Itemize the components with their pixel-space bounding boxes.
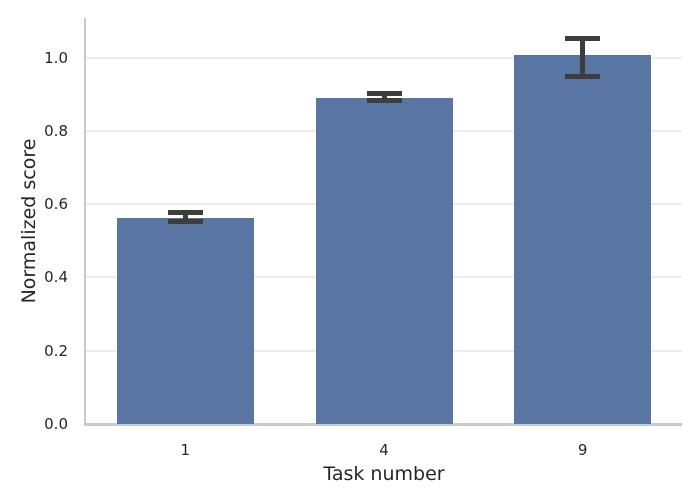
x-tick-label: 1 [180,441,191,459]
gridline [86,56,682,59]
y-tick-label: 0.4 [44,268,68,287]
error-bar-cap-bottom [167,218,203,224]
x-axis-label: Task number [323,463,445,485]
bar [514,55,652,424]
x-tick-label: 4 [379,441,389,459]
y-tick-label: 0.8 [44,121,68,140]
x-axis-spine [84,423,682,426]
y-axis-spine [84,18,86,424]
bar [315,97,453,424]
error-bar-cap-top [167,209,203,215]
y-tick-label: 0.6 [44,195,68,214]
error-bar-cap-top [565,36,601,42]
error-bar-cap-bottom [565,74,601,80]
error-bar-line [182,212,188,222]
error-bar-line [381,93,387,101]
error-bar-cap-bottom [366,98,402,104]
y-tick-label: 1.0 [44,48,68,67]
plot-area [84,18,682,426]
error-bar-line [580,38,586,77]
error-bar-cap-top [366,91,402,97]
y-tick-label: 0.0 [44,415,68,433]
bar [116,217,254,424]
x-tick-label: 9 [577,441,588,459]
y-tick-label: 0.2 [44,341,68,360]
